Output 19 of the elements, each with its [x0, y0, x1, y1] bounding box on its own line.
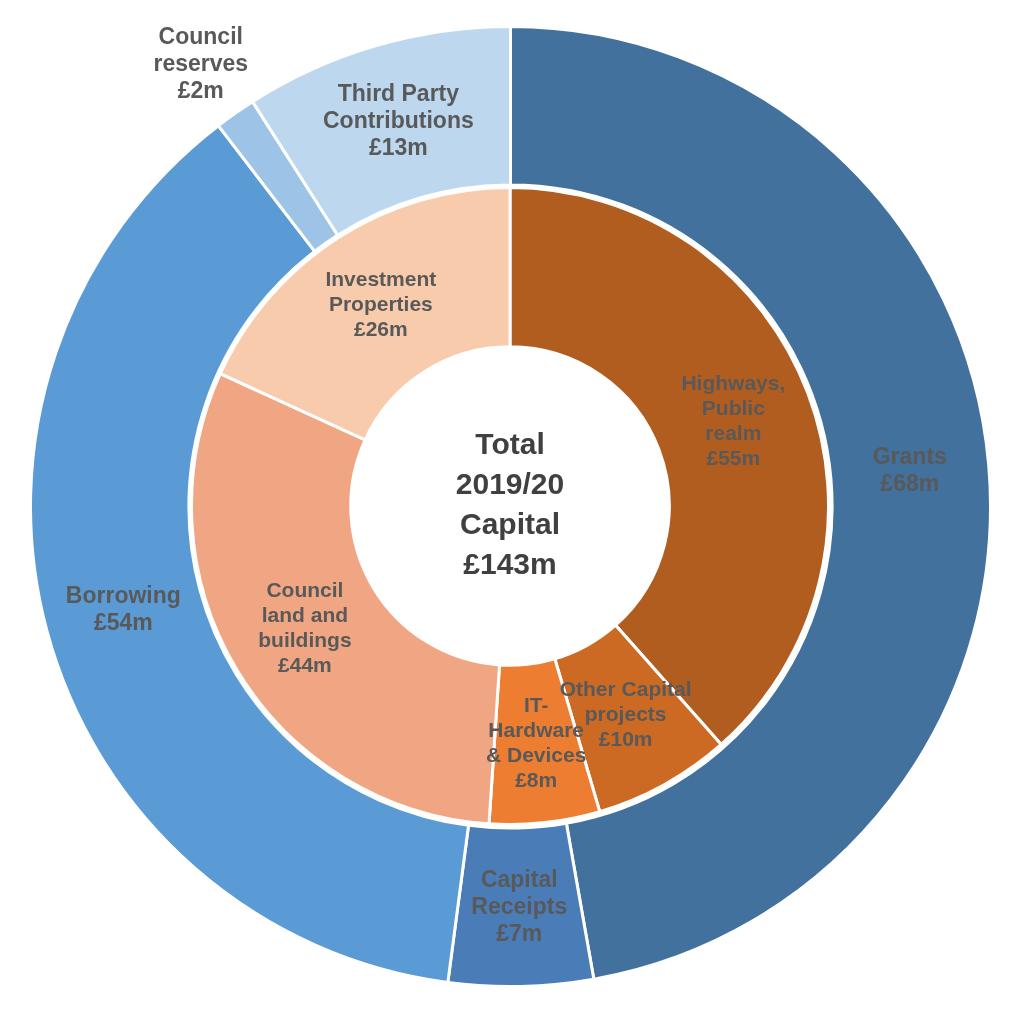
data-label: £44m — [278, 652, 332, 676]
slice-label: Investment Properties — [325, 266, 437, 315]
slice-label: Council land and buildings — [258, 577, 352, 651]
slice-label: Highways, Public realm — [681, 370, 786, 444]
slice-label: Council reserves — [153, 22, 249, 76]
data-label: £2m — [177, 76, 224, 103]
data-label: £10m — [598, 726, 653, 750]
slice-label: Grants — [872, 443, 947, 470]
data-label: £13m — [368, 134, 428, 161]
slice-label: Borrowing — [65, 582, 181, 609]
slice-label: Third Party Contributions — [322, 80, 474, 134]
data-label: £54m — [93, 609, 153, 636]
text: Total 2019/20 Capital £143m — [455, 427, 565, 581]
data-label: £7m — [496, 919, 543, 946]
data-label: £68m — [880, 470, 940, 497]
slice-label: Capital Receipts — [471, 865, 568, 919]
data-label: £8m — [515, 767, 558, 791]
data-label: £55m — [706, 445, 761, 469]
data-label: £26m — [354, 316, 408, 340]
